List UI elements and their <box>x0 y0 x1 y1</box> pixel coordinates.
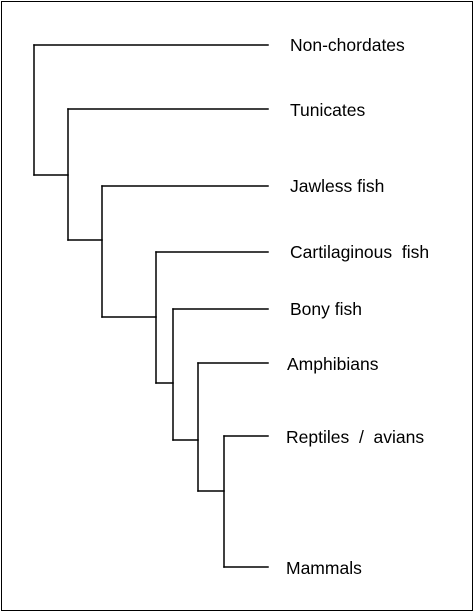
label-tunicates: Tunicates <box>290 100 365 120</box>
label-jawless-fish: Jawless fish <box>290 176 384 196</box>
cladogram-branches <box>33 44 269 568</box>
label-amphibians: Amphibians <box>287 354 379 374</box>
label-mammals: Mammals <box>286 558 362 578</box>
label-bony-fish: Bony fish <box>290 299 362 319</box>
label-reptiles-avians: Reptiles / avians <box>286 427 424 447</box>
label-non-chordates: Non-chordates <box>290 35 405 55</box>
taxon-labels: Non-chordates Tunicates Jawless fish Car… <box>286 35 429 578</box>
label-cartilaginous-fish: Cartilaginous fish <box>290 242 429 262</box>
